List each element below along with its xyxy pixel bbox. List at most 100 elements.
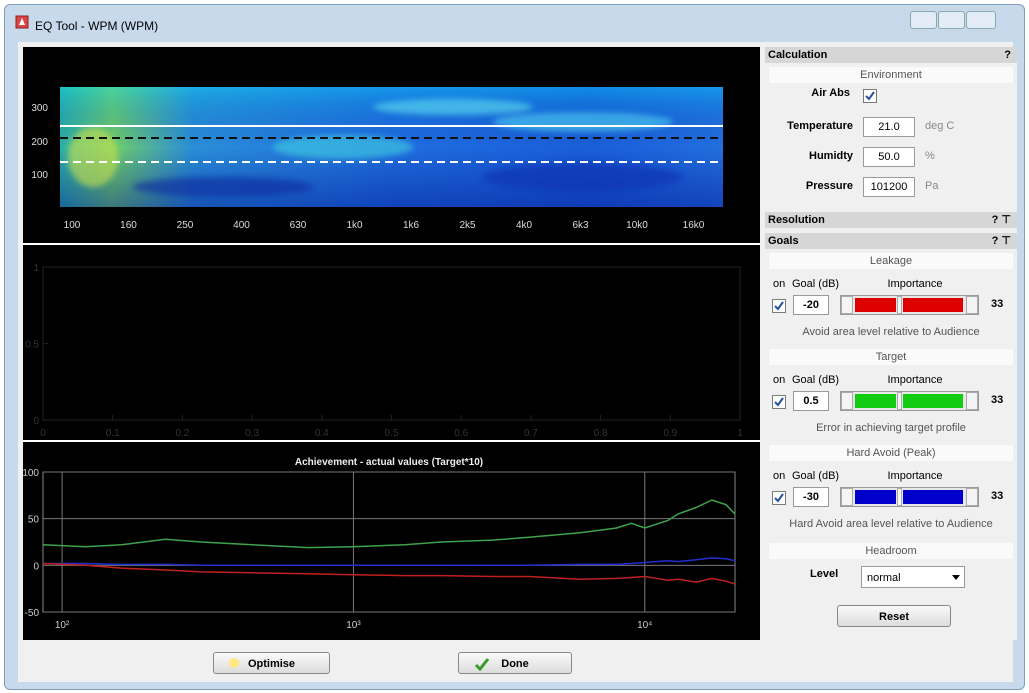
x-tick-label: 0.1 (106, 428, 120, 439)
chart-title: Achievement - actual values (Target*10) (295, 457, 483, 468)
x-tick-label: 1 (737, 428, 743, 439)
slider-right-arrow[interactable] (966, 296, 978, 314)
x-tick-label: 1k6 (403, 220, 420, 231)
x-tick-label: 100 (64, 220, 81, 231)
slider-thumb[interactable] (897, 488, 902, 506)
x-tick-label: 0.2 (175, 428, 189, 439)
checkbox[interactable] (772, 395, 786, 409)
section-title: Resolution (768, 214, 825, 226)
slider-left-arrow[interactable] (841, 392, 853, 410)
goal-description: Error in achieving target profile (816, 422, 966, 434)
minimize-button[interactable] (910, 11, 937, 29)
slider-track-right (903, 298, 963, 312)
column-label: Goal (dB) (792, 470, 840, 482)
column-label: Goal (dB) (792, 374, 840, 386)
optimise-button[interactable]: Optimise (213, 652, 330, 674)
y-tick-label: 0 (33, 416, 39, 427)
x-tick-label: 2k5 (459, 220, 476, 231)
section-title: Calculation (768, 49, 828, 61)
checkbox[interactable] (772, 491, 786, 505)
window-controls (910, 11, 996, 29)
subsection-title: Headroom (769, 543, 1013, 559)
goals-header[interactable]: Goals ? ⊤ (765, 233, 1017, 249)
x-tick-label: 0.7 (524, 428, 538, 439)
text-input[interactable]: 50.0 (863, 147, 915, 167)
label: Temperature (787, 120, 853, 132)
subsection-title: Target (769, 349, 1013, 365)
slider-right-arrow[interactable] (966, 392, 978, 410)
settings-panel: Calculation? Environment Air Abs Resolut… (765, 47, 1017, 640)
slider-thumb[interactable] (897, 296, 902, 314)
axes-box (42, 266, 741, 421)
x-tick-label: 16k0 (683, 220, 705, 231)
x-tick-label: 10⁴ (637, 620, 652, 631)
done-button[interactable]: Done (458, 652, 572, 674)
importance-value: 33 (991, 298, 1004, 310)
slider-track-right (903, 490, 963, 504)
x-tick-label: 630 (290, 220, 307, 231)
column-label: on (773, 278, 786, 290)
data-line (42, 499, 736, 549)
goal-input[interactable]: -20 (793, 295, 829, 315)
y-tick-label: -50 (25, 608, 40, 619)
subsection-title: Leakage (769, 253, 1013, 269)
reset-button[interactable]: Reset (837, 605, 951, 627)
section-title: Goals (768, 235, 799, 247)
y-tick-label: 1 (33, 263, 39, 274)
x-tick-label: 0.3 (245, 428, 259, 439)
level-dropdown[interactable]: normal (861, 566, 965, 588)
checkbox[interactable] (772, 299, 786, 313)
slider-track-left (855, 394, 896, 408)
controls[interactable]: ? ⊤ (991, 235, 1011, 247)
goal-input[interactable]: 0.5 (793, 391, 829, 411)
y-tick-label: 100 (23, 468, 39, 479)
checkbox[interactable] (863, 89, 877, 103)
slider-left-arrow[interactable] (841, 296, 853, 314)
help[interactable]: ? (1004, 49, 1011, 61)
maximize-button[interactable] (938, 11, 965, 29)
resolution-header[interactable]: Resolution ? ⊤ (765, 212, 1017, 228)
slider-track-right (903, 394, 963, 408)
slider-thumb[interactable] (897, 392, 902, 410)
x-tick-label: 0.5 (385, 428, 399, 439)
slider-right-arrow[interactable] (966, 488, 978, 506)
close-button[interactable] (966, 11, 996, 29)
goal-input[interactable]: -30 (793, 487, 829, 507)
heatmap (60, 87, 723, 207)
slider-left-arrow[interactable] (841, 488, 853, 506)
app-icon (15, 15, 29, 29)
controls[interactable]: ? ⊤ (991, 214, 1011, 226)
label: Pressure (805, 180, 853, 192)
button-label: Optimise (247, 658, 296, 670)
importance-value: 33 (991, 394, 1004, 406)
x-tick-label: 6k3 (572, 220, 589, 231)
y-tick-label: 100 (31, 170, 48, 181)
y-tick-label: 200 (31, 137, 48, 148)
x-tick-label: 4k0 (516, 220, 533, 231)
client-area: 300 200 100 100 160 250 400 630 1k0 1k6 2k5 4k0 6k3 1… (18, 42, 1017, 682)
unit: % (925, 150, 935, 162)
button-label: Reset (879, 611, 909, 623)
x-tick-label: 400 (233, 220, 250, 231)
y-tick-label: 0.5 (25, 340, 39, 351)
importance-slider[interactable] (840, 391, 979, 411)
column-label: Importance (887, 470, 943, 482)
goal-description: Hard Avoid area level relative to Audien… (789, 518, 993, 530)
x-tick-label: 10k0 (626, 220, 648, 231)
text-input[interactable]: 21.0 (863, 117, 915, 137)
x-tick-label: 0.4 (315, 428, 329, 439)
data-line (42, 562, 736, 585)
label: Level (810, 568, 839, 580)
importance-slider[interactable] (840, 487, 979, 507)
text-input[interactable]: 101200 (863, 177, 915, 197)
data-line (43, 557, 736, 567)
goal-description: Avoid area level relative to Audience (802, 326, 980, 338)
label: Humidty (809, 150, 853, 162)
importance-slider[interactable] (840, 295, 979, 315)
importance-value: 33 (991, 490, 1004, 502)
subsection-title: Hard Avoid (Peak) (769, 445, 1013, 461)
column-label: Goal (dB) (792, 278, 840, 290)
calculation-header[interactable]: Calculation? (765, 47, 1017, 63)
